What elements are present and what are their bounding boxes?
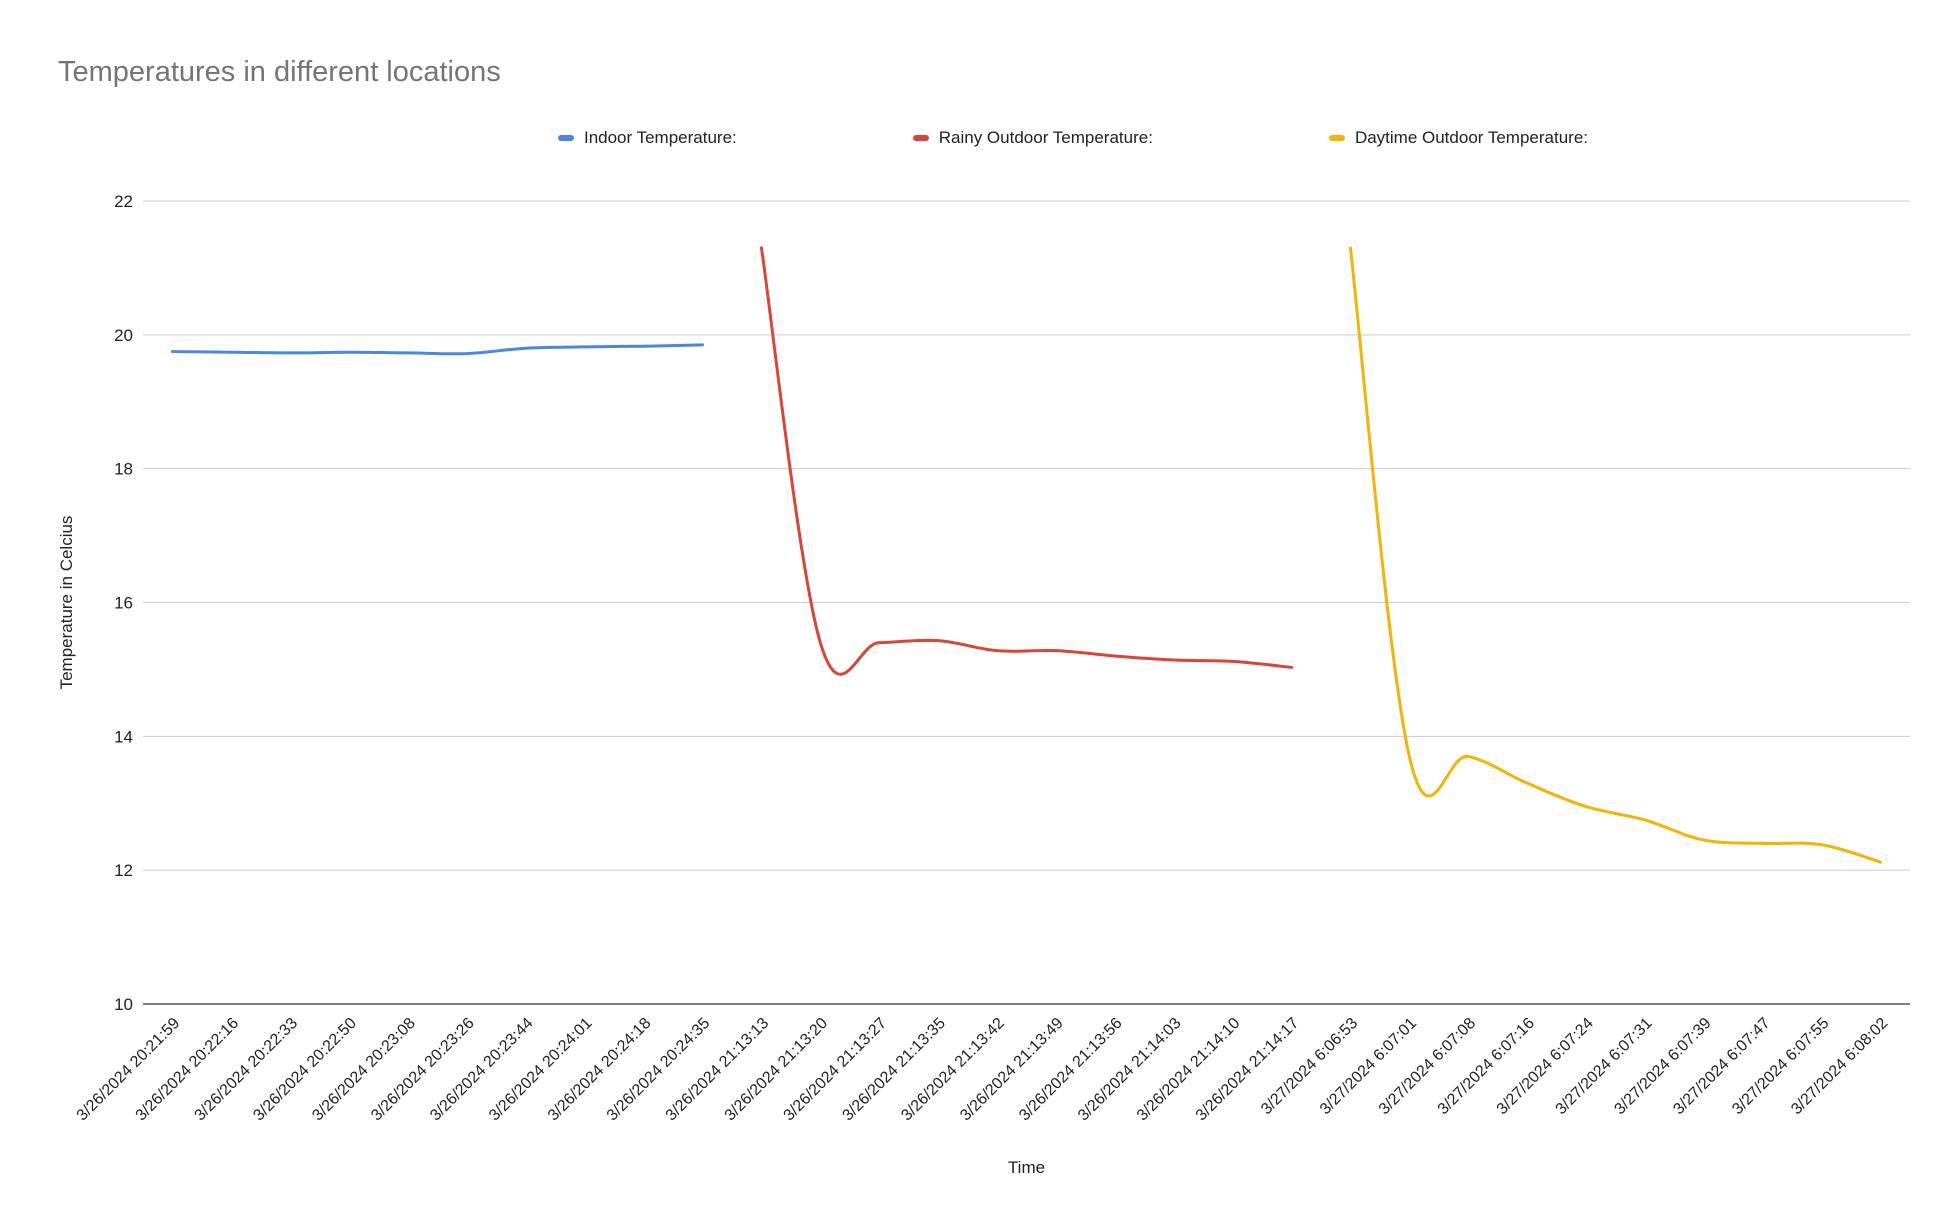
- x-tick-label: 3/26/2024 21:13:56: [1016, 1015, 1126, 1125]
- legend-label-rainy: Rainy Outdoor Temperature:: [938, 128, 1153, 147]
- series-line-daytime: [1348, 246, 1883, 864]
- x-tick-label: 3/27/2024 6:07:16: [1435, 1015, 1538, 1118]
- x-tick-label: 3/27/2024 6:07:01: [1317, 1015, 1420, 1118]
- x-tick-label: 3/26/2024 20:23:26: [368, 1015, 478, 1125]
- x-axis-title: Time: [1008, 1158, 1045, 1177]
- x-tick-label: 3/26/2024 20:21:59: [74, 1015, 184, 1125]
- x-tick-label: 3/26/2024 20:22:50: [250, 1015, 360, 1125]
- y-tick-label: 14: [114, 727, 133, 746]
- x-tick-label: 3/26/2024 20:22:33: [192, 1015, 302, 1125]
- series-line-indoor: [170, 343, 705, 356]
- x-tick-label: 3/26/2024 21:13:35: [839, 1015, 949, 1125]
- x-tick-label: 3/26/2024 21:13:42: [898, 1015, 1008, 1125]
- legend-item-indoor: Indoor Temperature:: [358, 128, 737, 148]
- x-tick-label: 3/26/2024 21:14:03: [1075, 1015, 1185, 1125]
- x-tick-label: 3/27/2024 6:07:24: [1494, 1015, 1597, 1118]
- y-tick-label: 20: [114, 326, 133, 345]
- y-tick-label: 22: [114, 192, 133, 211]
- y-tick-label: 18: [114, 460, 133, 479]
- x-tick-label: 3/26/2024 21:13:49: [957, 1015, 1067, 1125]
- x-tick-label: 3/26/2024 21:14:17: [1193, 1015, 1303, 1125]
- legend-item-rainy: Rainy Outdoor Temperature:: [773, 128, 1153, 148]
- x-tick-label: 3/26/2024 20:23:08: [309, 1015, 419, 1125]
- series-line-rainy: [759, 246, 1294, 676]
- chart-title: Temperatures in different locations: [58, 56, 501, 88]
- x-tick-label: 3/26/2024 20:23:44: [427, 1015, 537, 1125]
- x-tick-label: 3/26/2024 20:22:16: [133, 1015, 243, 1125]
- x-tick-label: 3/26/2024 21:13:13: [663, 1015, 773, 1125]
- x-tick-label: 3/26/2024 20:24:01: [486, 1015, 596, 1125]
- legend-item-daytime: Daytime Outdoor Temperature:: [1189, 128, 1588, 148]
- y-axis-title: Temperature in Celcius: [57, 516, 76, 690]
- y-tick-label: 12: [114, 861, 133, 880]
- x-tick-label: 3/27/2024 6:08:02: [1788, 1015, 1891, 1118]
- x-tick-label: 3/27/2024 6:07:55: [1729, 1015, 1832, 1118]
- x-tick-label: 3/27/2024 6:07:47: [1670, 1015, 1773, 1118]
- legend-label-daytime: Daytime Outdoor Temperature:: [1354, 128, 1589, 147]
- x-tick-label: 3/26/2024 21:14:10: [1134, 1015, 1244, 1125]
- x-tick-label: 3/26/2024 21:13:20: [722, 1015, 832, 1125]
- x-tick-label: 3/26/2024 20:24:35: [604, 1015, 714, 1125]
- y-tick-label: 10: [114, 995, 133, 1014]
- legend-swatch-indoor: [557, 135, 574, 141]
- x-tick-label: 3/27/2024 6:07:39: [1611, 1015, 1714, 1118]
- y-tick-label: 16: [114, 594, 133, 613]
- legend-swatch-rainy: [912, 135, 929, 141]
- x-tick-label: 3/26/2024 21:13:27: [781, 1015, 891, 1125]
- x-tick-label: 3/26/2024 20:24:18: [545, 1015, 655, 1125]
- chart-legend: Indoor Temperature: Rainy Outdoor Temper…: [0, 128, 1946, 148]
- x-tick-label: 3/27/2024 6:06:53: [1258, 1015, 1361, 1118]
- x-tick-label: 3/27/2024 6:07:08: [1376, 1015, 1479, 1118]
- legend-swatch-daytime: [1328, 135, 1345, 141]
- x-tick-label: 3/27/2024 6:07:31: [1553, 1015, 1656, 1118]
- legend-label-indoor: Indoor Temperature:: [583, 128, 737, 147]
